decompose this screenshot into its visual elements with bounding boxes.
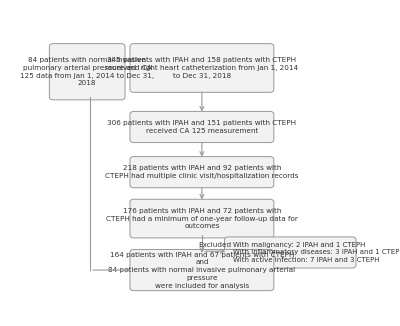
FancyBboxPatch shape <box>130 111 274 142</box>
Text: 345 patients with IPAH and 158 patients with CTEPH
received  right heart cathete: 345 patients with IPAH and 158 patients … <box>105 57 298 79</box>
Text: With malignancy: 2 IPAH and 1 CTEPH
With inflammatory diseases: 3 IPAH and 1 CTE: With malignancy: 2 IPAH and 1 CTEPH With… <box>233 242 400 263</box>
Text: 306 patients with IPAH and 151 patients with CTEPH
received CA 125 measurement: 306 patients with IPAH and 151 patients … <box>107 120 296 134</box>
FancyBboxPatch shape <box>49 44 125 100</box>
FancyBboxPatch shape <box>130 156 274 188</box>
FancyBboxPatch shape <box>130 199 274 238</box>
Text: 218 patients with IPAH and 92 patients with
CTEPH had multiple clinic visit/hosp: 218 patients with IPAH and 92 patients w… <box>105 165 299 179</box>
FancyBboxPatch shape <box>130 249 274 291</box>
FancyBboxPatch shape <box>130 44 274 92</box>
Text: 164 patients with IPAH and 67 patients with CTEPH
and
84 patients with normal in: 164 patients with IPAH and 67 patients w… <box>108 252 296 289</box>
Text: Excluded: Excluded <box>198 242 232 248</box>
Text: 176 patients with IPAH and 72 patients with
CTEPH had a minimum of one-year foll: 176 patients with IPAH and 72 patients w… <box>106 208 298 230</box>
FancyBboxPatch shape <box>224 237 356 268</box>
Text: 84 patients with normal invasive
pulmonary arterial pressure and CA
125 data fro: 84 patients with normal invasive pulmona… <box>20 57 154 86</box>
